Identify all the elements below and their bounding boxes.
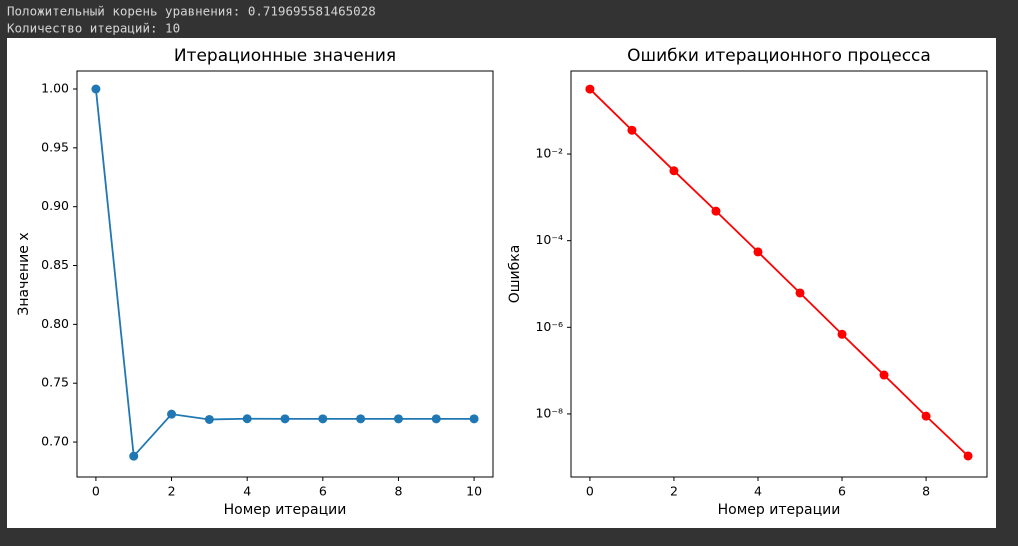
data-point [585,84,595,94]
y-tick-label: 0.75 [41,375,69,390]
x-tick-label: 6 [838,484,846,499]
y-tick-label: 0.95 [41,139,69,154]
plot-area [570,70,988,478]
data-point [627,125,637,135]
y-axis-label: Ошибка [507,245,523,304]
y-tick-label: 0.70 [41,434,69,449]
data-point [469,414,479,424]
y-tick-label: 1.00 [41,81,69,96]
output-line: Количество итераций: 10 [7,21,180,36]
x-tick-label: 8 [922,484,930,499]
y-axis-label: Значение x [16,232,32,315]
data-point [356,414,366,424]
data-point [280,414,290,424]
y-tick-label: 10⁻⁸ [535,405,563,420]
x-tick-label: 2 [670,484,678,499]
data-point [669,166,679,176]
data-point [393,414,403,424]
data-point [711,206,721,216]
x-tick-label: 0 [586,484,594,499]
y-tick-label: 0.90 [41,198,69,213]
chart-title: Ошибки итерационного процесса [627,46,931,66]
x-tick-label: 8 [394,484,402,499]
output-line: Положительный корень уравнения: 0.719695… [7,4,376,19]
x-tick-label: 4 [754,484,762,499]
x-tick-label: 6 [319,484,327,499]
data-point [91,84,101,94]
x-axis-label: Номер итерации [718,502,841,518]
x-tick-label: 4 [243,484,251,499]
y-tick-label: 10⁻⁴ [535,232,563,247]
data-point [963,451,973,461]
data-point [795,288,805,298]
data-point [167,409,177,419]
y-tick-label: 0.85 [41,257,69,272]
chart-title: Итерационные значения [174,46,396,66]
x-axis-label: Номер итерации [224,502,347,518]
data-point [431,414,441,424]
data-point [879,370,889,380]
data-point [204,414,214,424]
y-tick-label: 10⁻² [535,146,563,161]
y-tick-label: 0.80 [41,316,69,331]
data-point [318,414,328,424]
data-point [242,414,252,424]
data-point [921,411,931,421]
series-line [589,88,969,457]
x-tick-label: 10 [466,484,482,499]
figure [7,38,996,528]
data-point [129,451,139,461]
x-tick-label: 0 [92,484,100,499]
data-point [837,329,847,339]
x-tick-label: 2 [168,484,176,499]
plot-area [76,70,494,478]
y-tick-label: 10⁻⁶ [535,319,563,334]
data-point [753,247,763,257]
